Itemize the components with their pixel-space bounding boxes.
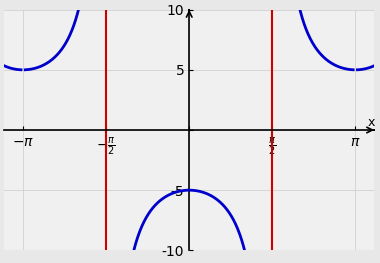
Text: x: x [368,116,375,129]
